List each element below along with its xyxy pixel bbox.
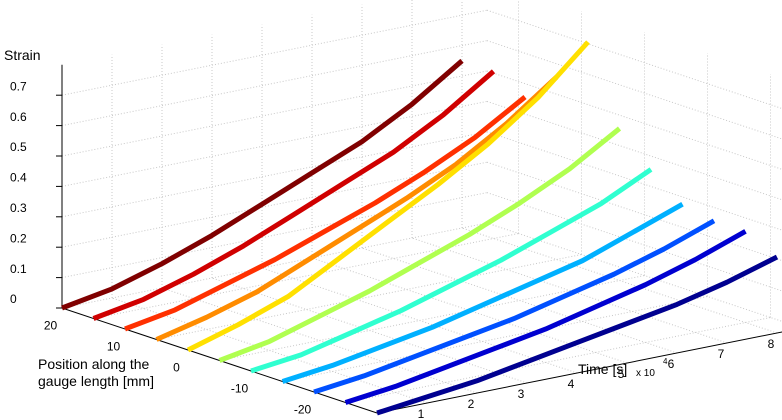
- strain-curve: [344, 229, 747, 405]
- grid-line: [211, 277, 528, 384]
- grid-line: [486, 40, 782, 140]
- time-tick-label: 4: [568, 377, 575, 391]
- time-exponent: 4: [663, 357, 668, 366]
- grid-line: [61, 70, 488, 157]
- grid-line: [411, 237, 728, 344]
- time-tick-label: 1: [418, 407, 425, 420]
- time-tick-label: 3: [518, 387, 525, 401]
- position-axis-label: Position along the gauge length [mm]: [38, 356, 154, 389]
- strain-curve: [155, 75, 559, 342]
- strain-curve: [281, 202, 684, 384]
- grid-line: [156, 254, 582, 340]
- position-tick-label: -10: [231, 382, 249, 396]
- position-tick-label: 20: [44, 319, 58, 333]
- z-tick-label: 0.2: [10, 231, 27, 245]
- grid-line: [61, 222, 488, 309]
- strain-curve: [250, 167, 653, 374]
- time-multiplier: x 10: [636, 368, 655, 379]
- z-tick-label: 0.7: [10, 79, 27, 93]
- time-axis: [376, 331, 782, 414]
- grid-line: [345, 317, 771, 403]
- grid-line: [486, 161, 782, 262]
- position-tick-label: -20: [294, 403, 312, 417]
- grid-line: [486, 222, 782, 322]
- grid-line: [461, 227, 778, 334]
- strain-curve: [218, 126, 622, 363]
- grid-line: [61, 40, 488, 127]
- grid-line: [61, 100, 488, 187]
- grid-line: [486, 9, 782, 110]
- time-tick-label: 5: [618, 367, 625, 381]
- z-tick-label: 0: [10, 292, 17, 306]
- grid-line: [486, 70, 782, 170]
- position-tick-label: 0: [173, 361, 180, 375]
- grid-line: [219, 275, 645, 361]
- strain-curve: [186, 40, 590, 353]
- grid-line: [93, 233, 519, 319]
- strain-curve: [92, 69, 496, 321]
- z-tick-label: 0.6: [10, 110, 27, 124]
- z-tick-label: 0.5: [10, 140, 27, 154]
- z-tick-label: 0.3: [10, 201, 27, 215]
- time-tick-label: 2: [468, 397, 475, 411]
- z-tick-label: 0.1: [10, 262, 27, 276]
- grid-line: [61, 161, 488, 248]
- grid-line: [261, 267, 578, 374]
- grid-line: [486, 100, 782, 201]
- grid-line: [486, 192, 782, 292]
- grid-line: [486, 131, 782, 231]
- time-tick-label: 6: [668, 357, 675, 371]
- position-tick-label: 10: [107, 340, 121, 354]
- grid-line: [282, 296, 708, 382]
- z-axis-label: Strain: [4, 47, 41, 63]
- grid-line: [311, 257, 628, 364]
- grid-line: [61, 9, 488, 96]
- strain-curve: [61, 58, 464, 311]
- strain-curve: [124, 95, 527, 332]
- time-tick-label: 7: [718, 347, 725, 361]
- time-tick-label: 8: [768, 337, 775, 351]
- strain-curve: [313, 218, 716, 395]
- grid-line: [161, 287, 478, 394]
- z-tick-label: 0.4: [10, 171, 27, 185]
- grid-line: [61, 131, 488, 218]
- grid-line: [61, 192, 488, 279]
- strain-curve: [376, 254, 779, 416]
